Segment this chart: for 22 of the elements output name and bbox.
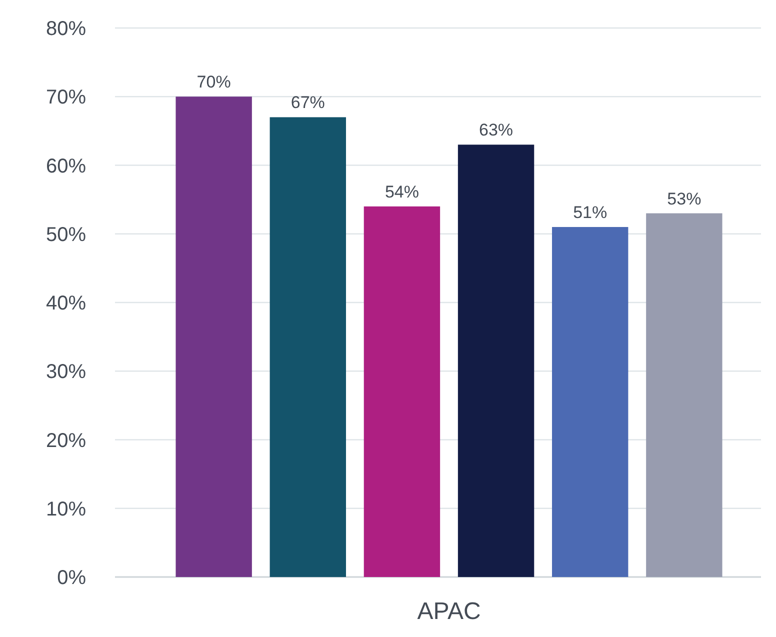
data-label: 54% — [384, 182, 419, 202]
y-tick-label: 30% — [46, 361, 86, 384]
y-tick-label: 50% — [46, 224, 86, 246]
x-tick-label: APAC — [417, 598, 481, 625]
bar — [270, 117, 346, 577]
y-tick-label: 70% — [46, 86, 86, 109]
y-tick-label: 0% — [57, 567, 86, 589]
bar — [176, 96, 252, 577]
y-tick-label: 20% — [46, 430, 86, 452]
y-tick-label: 80% — [46, 18, 86, 40]
bar — [458, 144, 534, 577]
y-tick-label: 40% — [46, 292, 86, 314]
data-label: 67% — [290, 93, 325, 112]
data-label: 53% — [667, 189, 702, 208]
bar — [364, 206, 440, 577]
data-label: 63% — [479, 120, 514, 140]
y-tick-label: 60% — [46, 155, 86, 178]
bar — [552, 227, 628, 577]
bar — [646, 213, 722, 577]
data-label: 51% — [573, 203, 608, 222]
y-tick-label: 10% — [46, 498, 86, 520]
data-label: 70% — [196, 72, 231, 92]
